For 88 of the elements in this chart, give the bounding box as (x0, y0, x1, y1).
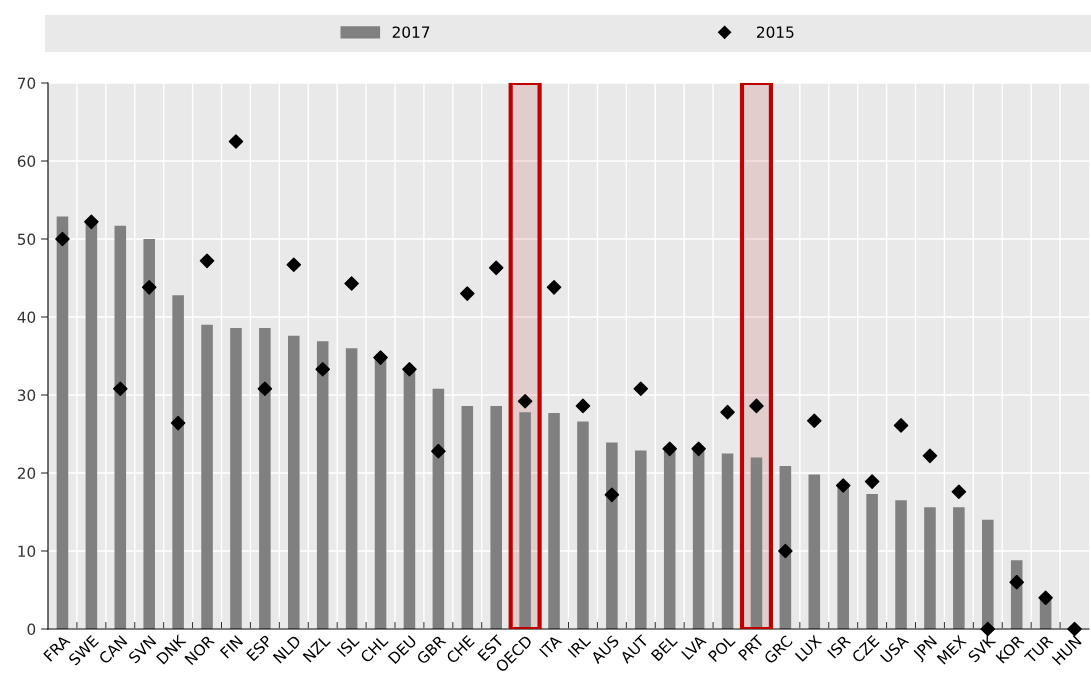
x-tick-label: FRA (43, 634, 71, 662)
point (402, 361, 417, 377)
bar (692, 449, 705, 629)
bar (866, 494, 878, 629)
x-tick-label: BEL (650, 634, 678, 662)
y-tick-label: 70 (18, 77, 36, 90)
point (691, 441, 706, 457)
point (546, 280, 562, 295)
x-tick-label: ITA (539, 634, 563, 658)
point (488, 260, 504, 276)
bar (345, 348, 358, 629)
bar (288, 335, 300, 629)
bar (230, 327, 242, 629)
x-tick-label: LVA (681, 634, 707, 660)
point (893, 418, 909, 433)
point (778, 543, 793, 559)
point (431, 443, 446, 459)
bar (663, 449, 676, 629)
point (373, 350, 388, 365)
point (315, 361, 330, 377)
x-tick-label: ISR (826, 634, 852, 659)
bar (837, 483, 849, 629)
point (575, 398, 591, 414)
point (199, 253, 215, 269)
bar (85, 221, 98, 629)
bar (114, 225, 127, 629)
point (1009, 574, 1024, 590)
bar (201, 324, 213, 629)
point (749, 398, 764, 414)
point (951, 484, 967, 500)
point (662, 441, 677, 457)
x-tick-label: FIN (219, 635, 244, 659)
point (55, 231, 70, 247)
legend-label: 2017 (392, 26, 430, 38)
x-tick-label: USA (879, 634, 910, 664)
bar (721, 453, 734, 629)
point (460, 286, 475, 301)
bar (490, 405, 502, 629)
x-tick-label: ESP (245, 634, 273, 662)
bar (432, 388, 445, 629)
point (864, 474, 880, 489)
x-tick-label: NZL (302, 634, 331, 663)
point (633, 381, 649, 397)
point (807, 413, 822, 429)
bar (924, 507, 936, 629)
point (286, 257, 302, 273)
x-tick-label: TUR (1023, 634, 1054, 665)
bar (635, 450, 647, 629)
bar (577, 421, 589, 629)
y-tick-label: 50 (17, 233, 36, 246)
point (113, 381, 128, 397)
bar (56, 216, 69, 629)
point (720, 404, 735, 420)
bar (953, 507, 965, 629)
bar (461, 405, 474, 629)
point (922, 448, 938, 464)
bar (808, 474, 821, 629)
bar (316, 341, 329, 629)
bar (172, 295, 184, 629)
y-tick-label: 60 (17, 155, 36, 168)
y-tick-label: 0 (27, 623, 36, 636)
point (344, 276, 359, 291)
bar (259, 327, 271, 629)
point (604, 487, 620, 503)
y-tick-label: 10 (18, 545, 36, 558)
point (835, 478, 851, 493)
point (170, 415, 186, 431)
bar (519, 412, 531, 629)
bar (895, 500, 907, 629)
bar (982, 519, 994, 629)
bar (548, 412, 560, 629)
point (257, 381, 273, 397)
x-tick-label: IRL (567, 634, 592, 658)
y-tick-label: 40 (17, 311, 36, 324)
point (517, 393, 533, 409)
y-tick-label: 30 (17, 389, 36, 402)
x-tick-label: POL (707, 634, 736, 663)
bar (750, 457, 763, 629)
x-tick-label: ISL (336, 634, 360, 658)
point (141, 280, 157, 295)
point (228, 134, 244, 149)
point (1038, 590, 1053, 606)
bar (143, 239, 155, 629)
y-tick-label: 20 (17, 467, 36, 480)
legend-label: 2015 (757, 26, 794, 38)
x-tick-label: CHL (359, 634, 389, 664)
bar (606, 442, 618, 629)
point (84, 214, 99, 230)
